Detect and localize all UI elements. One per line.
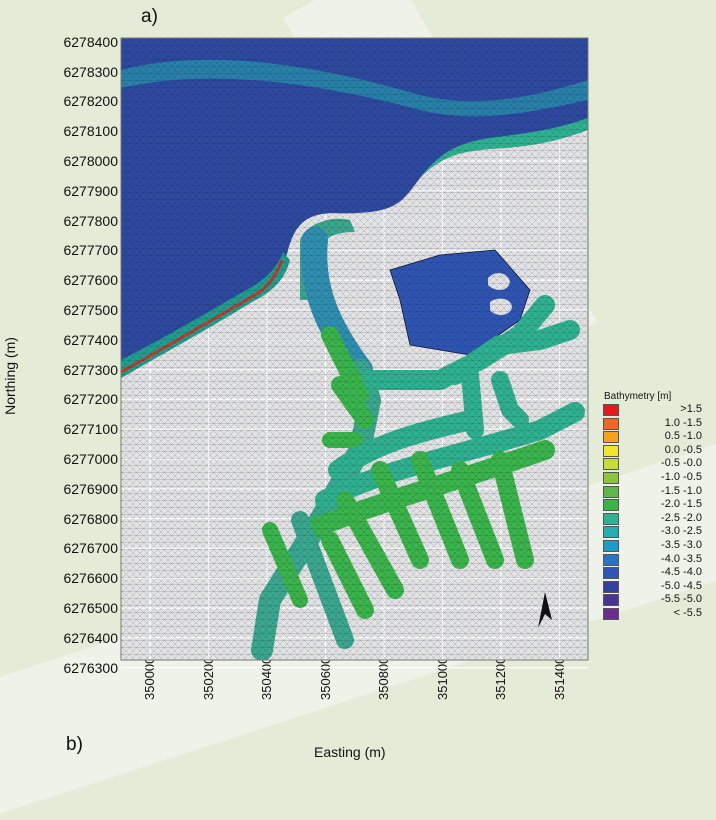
legend-label: -5.5 -5.0	[661, 593, 702, 606]
y-tick-label: 6277900	[63, 182, 118, 199]
legend-entry: 0.5 -1.0	[600, 430, 716, 444]
legend-swatch	[603, 471, 619, 484]
legend-swatch	[603, 458, 619, 471]
legend-swatch	[603, 567, 619, 580]
y-tick-label: 6278300	[63, 63, 118, 80]
y-tick-label: 6276900	[63, 480, 118, 497]
legend-label: -1.0 -0.5	[661, 470, 702, 483]
legend-entry: -2.5 -2.0	[600, 512, 716, 526]
legend-label: 0.5 -1.0	[664, 430, 702, 443]
legend-entry: -2.0 -1.5	[600, 498, 716, 512]
y-tick-label: 6277100	[63, 421, 118, 438]
legend-label: -5.0 -4.5	[661, 579, 702, 592]
y-tick-label: 6276700	[63, 540, 118, 557]
legend-label: -0.5 -0.0	[661, 457, 702, 470]
x-tick-label: 350400	[259, 656, 274, 700]
y-tick-label: 6277400	[63, 331, 118, 348]
x-tick-label: 351400	[551, 656, 567, 700]
legend-swatch	[603, 553, 619, 566]
legend-label: 0.0 -0.5	[664, 443, 702, 456]
y-tick-label: 6277000	[63, 451, 118, 467]
y-tick-label: 6276500	[63, 600, 118, 616]
legend-swatch	[603, 512, 619, 525]
y-tick-label: 6276800	[63, 510, 118, 527]
x-tick-label: 350200	[200, 656, 216, 700]
panel-b-label: b)	[66, 734, 83, 755]
legend-entry: < -5.5	[600, 607, 716, 621]
legend-entry: -3.5 -3.0	[600, 539, 716, 553]
legend-swatch	[603, 594, 619, 607]
y-tick-label: 6278100	[63, 123, 118, 140]
y-tick-label: 6277200	[63, 391, 118, 408]
legend-swatch	[603, 539, 619, 552]
legend-entry: -4.0 -3.5	[600, 553, 716, 567]
x-tick-label: 350600	[317, 656, 333, 700]
legend-label: -2.0 -1.5	[661, 498, 702, 511]
legend-entry: -3.0 -2.5	[600, 525, 716, 539]
y-tick-label: 6276600	[63, 570, 118, 587]
legend-entry: -1.5 -1.0	[600, 485, 716, 499]
legend-swatch	[603, 404, 619, 416]
legend-entry: -5.5 -5.0	[600, 593, 716, 607]
legend-label: -3.0 -2.5	[661, 525, 702, 538]
panel-a-label: a)	[141, 6, 158, 27]
bathymetry-legend: Bathymetry [m] >1.5 1.0 -1.5 0.5 -1.0 0.0 -…	[600, 391, 716, 621]
y-tick-label: 6278000	[63, 153, 118, 169]
legend-label: -1.5 -1.0	[661, 484, 702, 497]
legend-swatch	[603, 485, 619, 498]
legend-swatch	[603, 417, 619, 430]
legend-label: -4.0 -3.5	[661, 552, 702, 565]
y-tick-label: 6277600	[63, 272, 118, 289]
legend-entry: -1.0 -0.5	[600, 471, 716, 485]
legend-entry: -4.5 -4.0	[600, 566, 716, 580]
legend-entry: 1.0 -1.5	[600, 417, 716, 431]
legend-entry: -5.0 -4.5	[600, 580, 716, 594]
legend-label: < -5.5	[673, 606, 702, 619]
legend-entry: -0.5 -0.0	[600, 457, 716, 471]
y-tick-label: 6277700	[63, 242, 118, 259]
legend-entry: 0.0 -0.5	[600, 444, 716, 458]
legend-swatch	[603, 607, 619, 620]
legend-entry: >1.5	[600, 403, 716, 417]
legend-label: >1.5	[680, 403, 702, 415]
x-axis-title: Easting (m)	[314, 744, 386, 760]
legend-swatch	[603, 580, 619, 593]
legend-swatch	[603, 431, 619, 444]
x-tick-label: 351200	[493, 656, 508, 700]
legend-swatch	[603, 499, 619, 512]
y-tick-label: 6278200	[63, 93, 118, 110]
legend-label: -2.5 -2.0	[661, 511, 702, 524]
x-tick-label: 350800	[376, 656, 391, 700]
y-tick-label: 6276400	[63, 629, 118, 646]
legend-label: 1.0 -1.5	[664, 416, 702, 429]
legend-swatch	[603, 526, 619, 539]
y-tick-label: 6277300	[63, 361, 118, 378]
legend-label: -3.5 -3.0	[661, 538, 702, 551]
y-tick-label: 6277500	[63, 302, 118, 318]
y-tick-labels: 6278400 6278300 6278200 6278100 6278000 62779…	[6, 0, 118, 767]
x-tick-labels: 350000 350200 350400 350600 350800 351000 3512…	[142, 656, 567, 700]
y-tick-label: 6278400	[63, 33, 118, 50]
legend-swatch	[603, 444, 619, 457]
legend-title: Bathymetry [m]	[604, 391, 672, 402]
y-tick-label: 6277800	[63, 212, 118, 229]
x-tick-label: 351000	[434, 656, 450, 700]
y-tick-label: 6276300	[63, 659, 118, 676]
legend-label: -4.5 -4.0	[661, 566, 702, 579]
x-tick-label: 350000	[142, 656, 157, 700]
